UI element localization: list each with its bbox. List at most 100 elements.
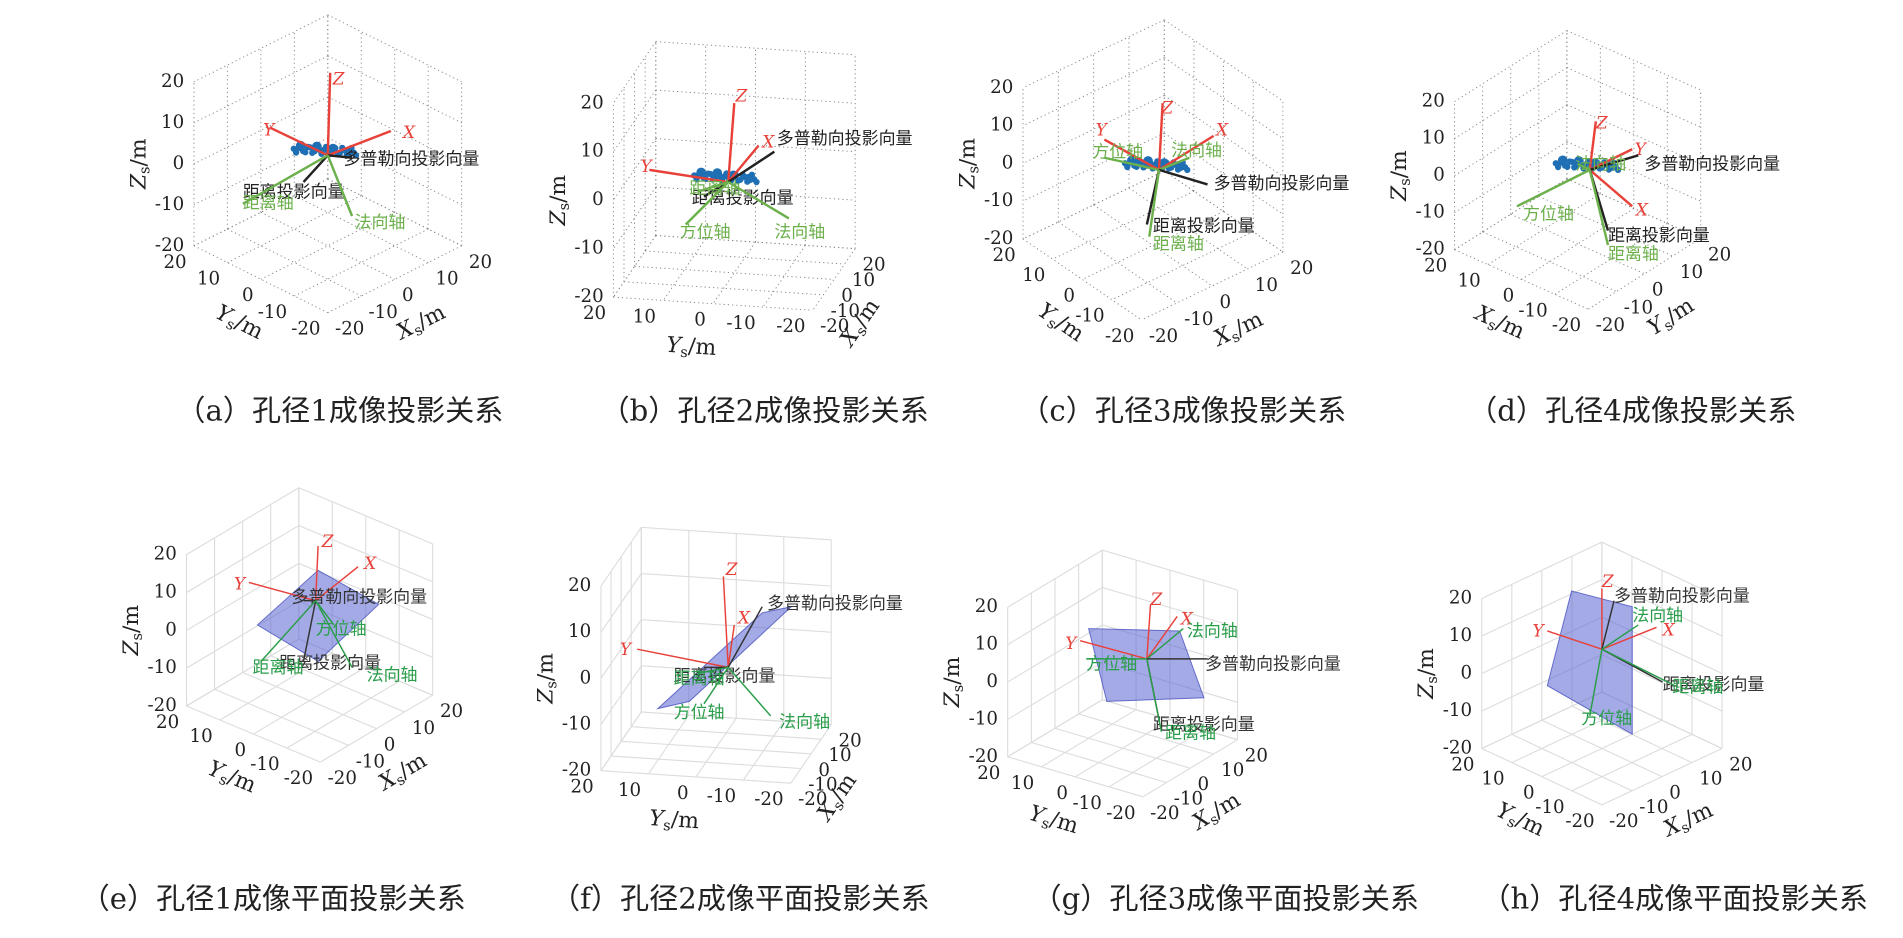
z-tick-label: 20 [1449,587,1472,608]
axis-unit: /m [533,653,558,681]
right-tick-label: -20 [1609,811,1638,832]
z-tick-label: 20 [154,544,177,565]
axis-unit: /m [126,138,151,166]
z-tick-label: 0 [986,671,998,692]
grid-line [655,235,856,250]
left-tick-label: 10 [618,780,641,801]
axis-letter: Z [1387,185,1412,202]
left-tick-label: 20 [993,245,1016,266]
grid-line [634,265,835,280]
grid-line [1487,193,1601,265]
vector [302,600,317,662]
z-tick-label: 0 [173,153,185,174]
vector-label: 多普勒向投影向量 [777,129,913,149]
imaging-plane [256,569,380,662]
right-tick-label: -10 [1639,797,1668,818]
left-tick-label: 0 [1063,285,1075,306]
grid-line [655,41,856,56]
vector [1589,154,1639,172]
z-tick-label: 10 [161,112,184,133]
z-tick-label: -20 [1416,239,1445,260]
vector-label: 距离轴 [1672,678,1723,698]
right-tick-label: -10 [831,301,860,322]
grid-line [600,665,642,725]
vector [327,129,392,157]
vector [302,154,329,183]
vector-label: 距离投影向量 [1663,675,1765,695]
grid-line [1566,178,1701,239]
left-tick-label: 20 [583,303,606,324]
vector-label: 法向轴 [1187,622,1238,642]
left-tick-label: 20 [163,252,186,273]
left-tick-label: -20 [1106,803,1135,824]
vector [1588,121,1598,171]
caption: （e）孔径1成像平面投影关系 [81,881,466,915]
right-tick-label: -10 [1184,309,1213,330]
z-tick-label: -10 [1416,202,1445,223]
axis-letter: Z [126,173,151,190]
grid-line [219,652,333,721]
grid-line [1078,713,1215,755]
scatter-point [1184,166,1191,174]
vector [1146,628,1184,660]
caption: （c）孔径3成像投影关系 [1020,394,1346,428]
vector-label: Y [641,157,654,177]
vector-label: Z [1595,113,1609,133]
left-tick-label: -10 [1535,797,1564,818]
vector-label: 距离投影向量 [1153,715,1255,735]
vector [248,581,316,602]
vector-label: 方位轴 [316,619,367,639]
grid-line [655,138,856,153]
grid-line [1482,231,1617,292]
grid-line [1566,104,1701,165]
left-tick-label: 0 [677,783,689,804]
grid-line [1102,699,1238,741]
left-tick-label: -20 [1105,326,1134,347]
vector [260,600,317,662]
vector [1146,658,1163,732]
right-tick-label: 10 [1680,262,1703,283]
axis-unit: /m [670,807,700,834]
axis-label: Ys/m [648,806,700,836]
right-tick-label: -10 [356,751,385,772]
grid-line [1007,699,1103,758]
z-tick-label: 20 [1422,90,1445,111]
grid-line [1111,231,1254,301]
left-tick-label: 0 [242,285,254,306]
z-tick-label: 0 [1433,165,1445,186]
axis-label: Zs/m [1414,648,1441,700]
grid-line [641,711,832,726]
grid-line [1052,190,1195,260]
caption: （g）孔径3成像平面投影关系 [1033,881,1419,915]
grid-line [1521,208,1635,280]
z-tick-label: 10 [154,581,177,602]
grid-line [1566,141,1701,202]
left-tick-label: 0 [235,740,247,761]
grid-line [1054,727,1191,769]
vector-label: 距离轴 [1165,724,1216,744]
left-tick-label: 10 [197,269,220,290]
vector [1158,168,1208,186]
axis-subscript: s [965,166,982,173]
grid-line [623,281,824,296]
panel: 202020101010000-10-10-10-20-20-20Zs/mYs/… [546,41,929,428]
axis-unit: /m [1387,150,1412,178]
grid-line [1082,210,1224,280]
grid-line [600,711,642,772]
vector [684,181,730,226]
vector-label: 距离轴 [243,193,294,213]
vector [1157,103,1164,170]
grid-line [1481,541,1603,599]
grid-line [186,638,300,707]
vector [727,606,763,668]
left-tick-label: 20 [1424,256,1447,277]
vector [727,666,772,717]
left-tick-label: 0 [1503,285,1515,306]
vector [1158,134,1215,171]
vector [326,154,354,217]
axis-subscript: s [129,633,146,640]
